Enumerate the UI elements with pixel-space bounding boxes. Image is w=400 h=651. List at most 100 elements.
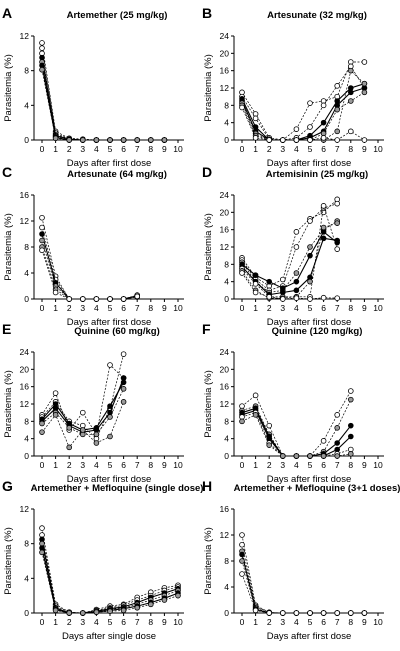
x-tick-label: 9 xyxy=(162,617,167,627)
series-line xyxy=(41,61,165,141)
x-tick-label: 7 xyxy=(335,460,340,470)
x-tick-label: 2 xyxy=(67,617,72,627)
data-point xyxy=(293,453,300,459)
data-point xyxy=(279,137,286,143)
panel-title: Artemether + Mefloquine (3+1 doses) xyxy=(234,483,400,494)
data-point xyxy=(266,422,273,429)
data-point xyxy=(361,80,368,87)
panel-letter: E xyxy=(2,321,11,337)
y-tick-label: 4 xyxy=(224,582,229,592)
y-tick-label: 0 xyxy=(224,294,229,304)
data-point xyxy=(320,235,327,242)
x-tick-label: 6 xyxy=(121,144,126,154)
x-tick-label: 2 xyxy=(267,144,272,154)
data-point xyxy=(239,551,245,558)
x-tick-label: 0 xyxy=(240,303,245,313)
x-tick-label: 0 xyxy=(240,617,245,627)
data-point xyxy=(66,425,72,431)
series-line xyxy=(241,573,365,614)
data-point xyxy=(80,610,86,616)
data-point xyxy=(293,278,300,285)
data-point xyxy=(134,293,141,300)
series-line xyxy=(41,65,165,141)
series-line xyxy=(241,65,365,141)
x-tick-label: 9 xyxy=(362,460,367,470)
y-tick-label: 24 xyxy=(20,347,30,357)
x-tick-label: 8 xyxy=(148,617,153,627)
series-line xyxy=(41,543,179,614)
data-point xyxy=(320,119,327,126)
x-tick-label: 9 xyxy=(362,144,367,154)
data-point xyxy=(39,429,45,435)
x-axis-title: Days after single dose xyxy=(62,631,156,642)
data-point xyxy=(293,287,300,294)
x-tick-label: 1 xyxy=(253,303,258,313)
x-tick-label: 1 xyxy=(253,144,258,154)
data-point xyxy=(266,137,273,143)
data-point xyxy=(252,289,259,296)
x-tick-label: 8 xyxy=(348,460,353,470)
y-tick-label: 16 xyxy=(220,225,230,235)
x-tick-label: 7 xyxy=(335,144,340,154)
y-tick-label: 0 xyxy=(24,294,29,304)
data-point xyxy=(334,440,341,446)
x-tick-label: 10 xyxy=(173,303,183,313)
data-point xyxy=(320,610,327,616)
data-point xyxy=(334,295,341,301)
x-axis-title: Days after first dose xyxy=(267,474,351,485)
y-axis-title: Parasitemia (%) xyxy=(3,213,14,281)
data-point xyxy=(80,296,86,302)
data-point xyxy=(52,390,59,396)
data-point xyxy=(239,558,245,564)
data-point xyxy=(307,453,313,459)
data-point xyxy=(320,203,327,209)
x-axis-title: Days after first dose xyxy=(67,317,151,328)
series-4 xyxy=(239,85,368,143)
x-tick-label: 10 xyxy=(373,617,383,627)
y-tick-label: 0 xyxy=(224,135,229,145)
y-tick-label: 8 xyxy=(224,416,229,426)
data-point xyxy=(93,440,100,446)
data-point xyxy=(39,231,45,237)
x-tick-label: 4 xyxy=(294,303,299,313)
x-tick-label: 6 xyxy=(121,303,126,313)
series-line xyxy=(241,560,365,614)
x-tick-label: 8 xyxy=(148,144,153,154)
y-tick-label: 8 xyxy=(24,242,29,252)
series-6 xyxy=(39,62,168,143)
series-line xyxy=(241,412,351,457)
panel-letter: D xyxy=(202,164,212,180)
x-tick-label: 10 xyxy=(373,144,383,154)
y-tick-label: 12 xyxy=(220,242,230,252)
data-point xyxy=(320,294,327,301)
series-line xyxy=(41,57,165,141)
data-point xyxy=(80,409,86,416)
data-point xyxy=(39,247,45,254)
x-tick-label: 10 xyxy=(173,144,183,154)
data-point xyxy=(334,425,341,431)
series-line xyxy=(41,69,165,141)
data-point xyxy=(307,244,313,250)
data-point xyxy=(320,438,327,444)
y-tick-label: 20 xyxy=(220,364,230,374)
data-point xyxy=(307,137,313,143)
data-point xyxy=(334,246,341,252)
data-point xyxy=(320,102,327,109)
x-tick-label: 4 xyxy=(94,460,99,470)
y-tick-label: 0 xyxy=(24,451,29,461)
data-point xyxy=(293,610,300,616)
data-point xyxy=(66,610,72,616)
x-tick-label: 2 xyxy=(267,617,272,627)
x-tick-label: 7 xyxy=(135,144,140,154)
data-point xyxy=(347,433,354,440)
y-axis-title: Parasitemia (%) xyxy=(3,54,14,122)
data-point xyxy=(39,420,45,427)
data-point xyxy=(279,296,286,302)
data-point xyxy=(266,610,273,616)
x-tick-label: 4 xyxy=(94,144,99,154)
series-line xyxy=(41,534,179,614)
data-point xyxy=(293,270,300,276)
data-point xyxy=(239,541,245,548)
x-tick-label: 7 xyxy=(135,617,140,627)
series-2 xyxy=(239,541,368,616)
